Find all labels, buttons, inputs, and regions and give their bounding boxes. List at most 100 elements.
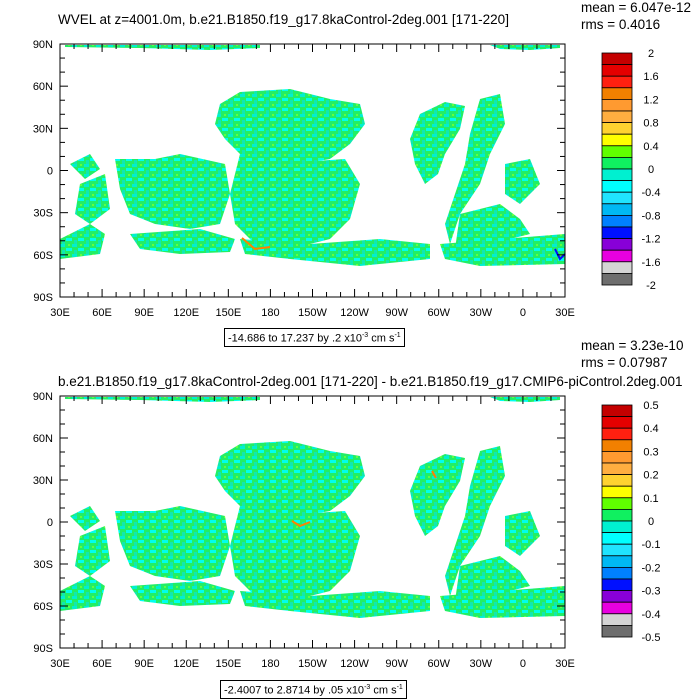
colorbar-bottom: 0.5 0.4 0.3 0.2 0.1 0 -0.1 -0.2 -0.3 -0.4 -0.5 (601, 400, 661, 644)
colorbar-label: -0.5 (642, 632, 661, 644)
warm-anomaly-marks (291, 520, 311, 528)
warm-anomaly-marks (431, 470, 437, 479)
x-tick-label: 60E (92, 307, 112, 319)
x-tick-label: 30W (470, 658, 493, 670)
colorbar-label: -0.8 (642, 210, 661, 222)
x-tick-label: 30E (555, 307, 575, 319)
x-tick-label: 60W (427, 658, 450, 670)
colorbar-label: 0.4 (643, 423, 658, 435)
y-tick-label: 60S (33, 250, 53, 262)
x-tick-label: 180 (261, 307, 279, 319)
x-tick-label: 150E (215, 307, 241, 319)
x-tick-label: 120W (340, 658, 369, 670)
ocean-data-field (60, 45, 565, 266)
colorbar-box (601, 180, 633, 193)
colorbar-box (601, 261, 633, 274)
colorbar-label: 2 (648, 48, 654, 60)
x-tick-label: 150W (298, 307, 327, 319)
ocean-data-field (60, 397, 565, 618)
colorbar-box (601, 555, 633, 568)
x-tick-label: 90E (134, 658, 154, 670)
colorbar-box (601, 439, 633, 452)
y-tick-label: 60S (33, 601, 53, 613)
contour-info-bottom: -2.4007 to 2.8714 by .05 x10-3 cm s-1 (220, 680, 407, 699)
colorbar-label: -0.1 (642, 539, 661, 551)
y-tick-label: 30N (33, 475, 53, 487)
colorbar-label: 0.8 (643, 118, 658, 130)
colorbar-box (601, 122, 633, 135)
colorbar-box (601, 462, 633, 476)
map-panel-top (59, 43, 566, 298)
colorbar-box (601, 226, 633, 240)
colorbar-box (601, 99, 633, 112)
rms-label-top: rms = 0.4016 (581, 17, 661, 32)
colorbar-box (601, 520, 633, 534)
mean-label-top: mean = 6.047e-12 (581, 0, 691, 15)
colorbar-box (601, 613, 633, 626)
colorbar-box (601, 75, 633, 89)
colorbar-box (601, 450, 633, 464)
colorbar-label: 0 (648, 164, 654, 176)
colorbar-label: 0.2 (643, 470, 658, 482)
x-tick-label: 120E (173, 658, 199, 670)
y-tick-label: 30S (33, 559, 53, 571)
x-tick-label: 30E (50, 658, 70, 670)
colorbar-box (601, 156, 633, 170)
y-tick-label: 0 (47, 166, 53, 178)
colorbar-label: 0.5 (643, 400, 658, 412)
colorbar-label: -1.2 (642, 234, 661, 246)
colorbar-label: 1.6 (643, 71, 658, 83)
mean-label-bottom: mean = 3.23e-10 (581, 338, 684, 353)
contour-info-top: -14.686 to 17.237 by .2 x10-3 cm s-1 (224, 328, 405, 347)
colorbar-box (601, 87, 633, 100)
y-tick-label: 60N (33, 81, 53, 93)
colorbar-label: -0.4 (642, 187, 661, 199)
x-tick-label: 60E (92, 658, 112, 670)
colorbar-box (601, 578, 633, 592)
x-tick-label: 0 (520, 658, 526, 670)
colorbar-box (601, 485, 633, 499)
colorbar-label: 0.3 (643, 446, 658, 458)
colorbar-box (601, 145, 633, 158)
x-tick-label: 120W (340, 307, 369, 319)
colorbar-box (601, 168, 633, 182)
colorbar-label: -0.2 (642, 562, 661, 574)
colorbar-label: -0.3 (642, 586, 661, 598)
warm-anomaly-marks (241, 237, 271, 251)
colorbar-label: 0.1 (643, 493, 658, 505)
axis-ticks (59, 395, 566, 649)
x-tick-label: 90W (385, 658, 408, 670)
colorbar-label: 0.4 (643, 141, 658, 153)
colorbar-label: -1.6 (642, 257, 661, 269)
colorbar-box (601, 238, 633, 251)
cold-anomaly-marks (554, 248, 566, 261)
colorbar-box (601, 427, 633, 441)
colorbar-box (601, 601, 633, 615)
y-tick-label: 90N (33, 391, 53, 403)
colorbar-box (601, 203, 633, 216)
y-tick-label: 30S (33, 208, 53, 220)
y-tick-label: 90S (33, 292, 53, 304)
colorbar-box (601, 110, 633, 124)
colorbar-label: 1.2 (643, 94, 658, 106)
plot-title-bottom: b.e21.B1850.f19_g17.8kaControl-2deg.001 … (58, 374, 683, 389)
colorbar-box (601, 64, 633, 77)
colorbar-box (601, 625, 633, 638)
colorbar-box (601, 404, 633, 418)
colorbar-label: -0.4 (642, 609, 661, 621)
x-tick-label: 150E (215, 658, 241, 670)
colorbar-box (601, 52, 633, 66)
colorbar-box (601, 474, 633, 487)
colorbar-box (601, 272, 633, 286)
plot-title-top: WVEL at z=4001.0m, b.e21.B1850.f19_g17.8… (58, 12, 509, 27)
map-panel-bottom (59, 395, 566, 649)
colorbar-label: -2 (646, 280, 656, 292)
colorbar-label: 0 (648, 516, 654, 528)
x-tick-label: 30W (470, 307, 493, 319)
y-tick-label: 90N (33, 39, 53, 51)
colorbar-top: 2 1.6 1.2 0.8 0.4 0 -0.4 -0.8 -1.2 -1.6 -2 (601, 48, 661, 292)
colorbar-box (601, 133, 633, 147)
colorbar-box (601, 214, 633, 228)
colorbar-box (601, 191, 633, 205)
